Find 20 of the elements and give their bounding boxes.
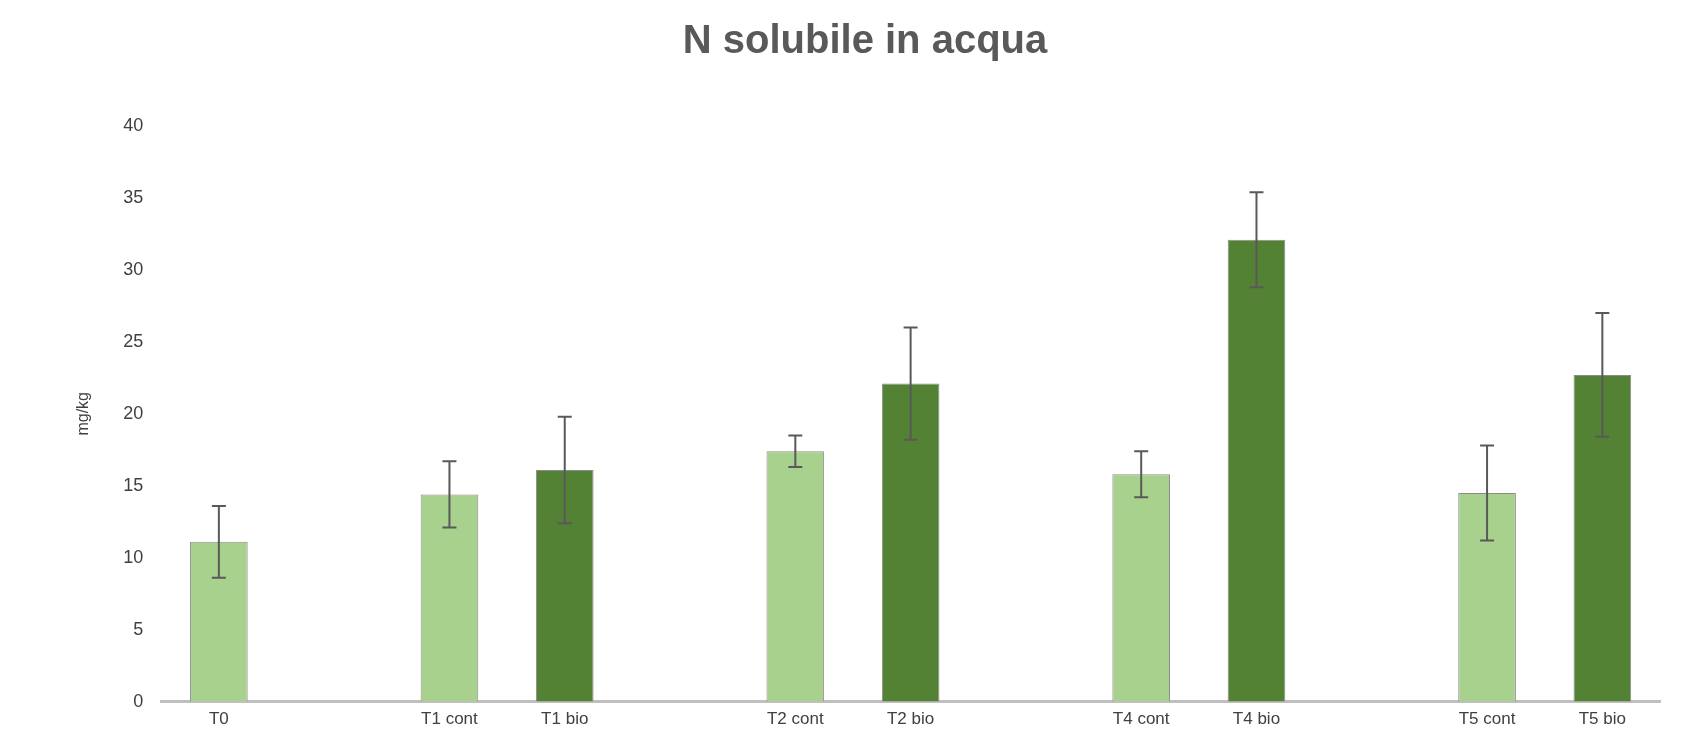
y-tick-label: 15 [123,474,144,495]
y-tick-label: 0 [133,690,144,711]
x-tick-label: T4 cont [1112,709,1170,729]
y-axis-title: mg/kg [74,392,92,436]
y-tick-label: 40 [123,114,144,135]
x-tick-label: T1 cont [421,709,479,729]
x-tick-label: T2 cont [766,709,824,729]
x-tick-label: T0 [208,709,229,729]
x-tick-label: T5 cont [1458,709,1516,729]
x-tick-label: T2 bio [886,709,935,729]
chart-title: N solubile in acqua [682,17,1049,62]
y-tick-label: 5 [133,618,144,639]
x-tick-label: T1 bio [541,709,589,729]
y-tick-label: 35 [123,186,144,207]
y-tick-label: 30 [123,258,144,279]
y-tick-label: 25 [123,330,144,351]
x-tick-label: T5 bio [1578,709,1626,729]
y-tick-label: 20 [123,402,144,423]
y-tick-label: 10 [123,546,144,567]
x-tick-label: T4 bio [1232,709,1281,729]
